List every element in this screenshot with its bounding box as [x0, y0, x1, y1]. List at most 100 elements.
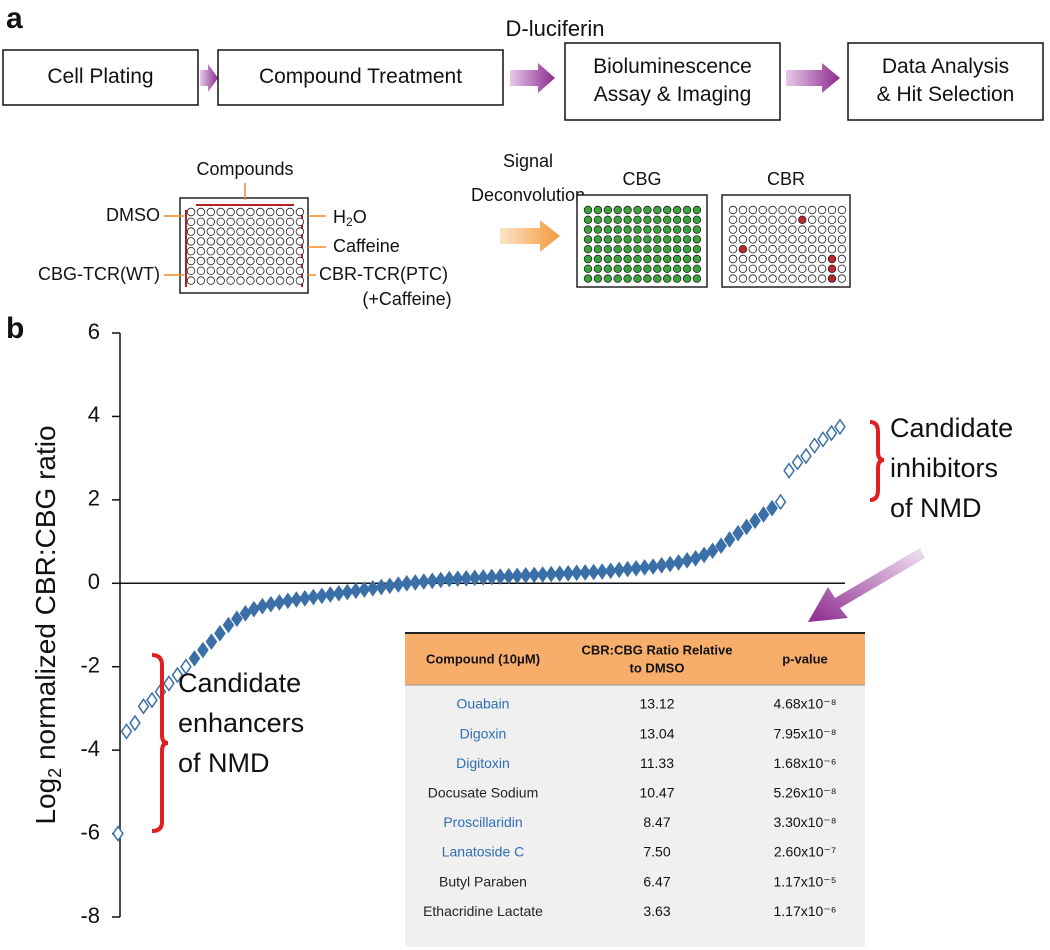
point [324, 586, 337, 603]
well [216, 207, 225, 217]
point [120, 723, 133, 740]
well [758, 205, 767, 215]
annotation: of NMD [178, 748, 270, 778]
ratio-cell: 8.47 [643, 814, 670, 830]
point [800, 447, 812, 465]
point [112, 825, 124, 842]
point [604, 562, 617, 580]
well [808, 225, 817, 234]
well [196, 266, 206, 275]
ratio-cell: 11.33 [640, 755, 674, 771]
well [788, 235, 797, 244]
point [341, 583, 354, 601]
well [738, 244, 748, 254]
well [295, 246, 305, 256]
well [186, 276, 196, 285]
point [214, 625, 226, 642]
well [748, 225, 757, 234]
compound-cell: Digitoxin [456, 755, 510, 771]
point [460, 569, 473, 587]
well [682, 205, 692, 215]
well [768, 215, 777, 224]
plate-label: (+Caffeine) [362, 289, 451, 309]
well [593, 225, 603, 234]
well [788, 205, 797, 215]
well [778, 225, 787, 234]
well [266, 276, 275, 285]
well [613, 244, 622, 254]
point [528, 566, 541, 584]
point [316, 587, 328, 605]
step-label: & Hit Selection [877, 83, 1015, 106]
well [758, 264, 767, 273]
well [798, 254, 807, 264]
well [748, 244, 757, 254]
well [236, 207, 245, 217]
well [778, 244, 787, 254]
point [383, 577, 396, 595]
well [692, 274, 702, 283]
ratio-cell: 13.12 [639, 696, 674, 712]
p-value-cell: 4.68x10⁻⁸ [773, 696, 836, 712]
point [817, 431, 829, 448]
well [256, 246, 265, 256]
well [236, 217, 245, 226]
well [778, 274, 787, 283]
point [545, 565, 558, 583]
table-head: Compound (10μM) CBR:CBG Ratio Relative t… [426, 642, 828, 675]
well [768, 264, 777, 273]
point [757, 506, 770, 523]
point [299, 589, 311, 607]
well [788, 244, 797, 254]
well [216, 276, 225, 285]
well [295, 276, 305, 285]
well [216, 217, 225, 226]
well [672, 215, 682, 224]
point [443, 570, 456, 588]
well [206, 227, 215, 236]
point [180, 658, 192, 676]
point [783, 462, 795, 479]
well [285, 207, 295, 217]
well [643, 205, 652, 215]
y-tick-label: 6 [88, 319, 100, 344]
well [623, 254, 632, 264]
well [663, 274, 672, 283]
y-tick-label: 4 [88, 402, 100, 427]
point [664, 555, 676, 573]
y-tick-label: 0 [88, 569, 100, 594]
well [246, 256, 255, 266]
well [692, 225, 702, 234]
compound-cell: Digoxin [460, 725, 507, 741]
well [275, 227, 285, 236]
well [692, 254, 702, 264]
well [275, 237, 285, 246]
well [837, 215, 847, 224]
header-cell: to DMSO [630, 660, 685, 675]
well [593, 235, 603, 244]
well [663, 215, 672, 224]
point [672, 554, 685, 571]
step-label: Data Analysis [882, 55, 1009, 78]
point [197, 641, 209, 659]
well [672, 274, 682, 283]
panel-label: a [6, 2, 23, 35]
well [682, 254, 692, 264]
well [613, 235, 622, 244]
well [682, 244, 692, 254]
well [623, 274, 632, 283]
well [808, 274, 817, 283]
well [672, 254, 682, 264]
well [692, 205, 702, 215]
well [672, 225, 682, 234]
well [593, 205, 603, 215]
point [647, 558, 659, 575]
point [766, 499, 778, 517]
well [593, 215, 603, 224]
well [196, 276, 206, 285]
point [536, 566, 549, 583]
compound-cell: Butyl Paraben [439, 873, 527, 889]
well [226, 227, 235, 236]
step-box [217, 49, 504, 106]
well [808, 244, 817, 254]
